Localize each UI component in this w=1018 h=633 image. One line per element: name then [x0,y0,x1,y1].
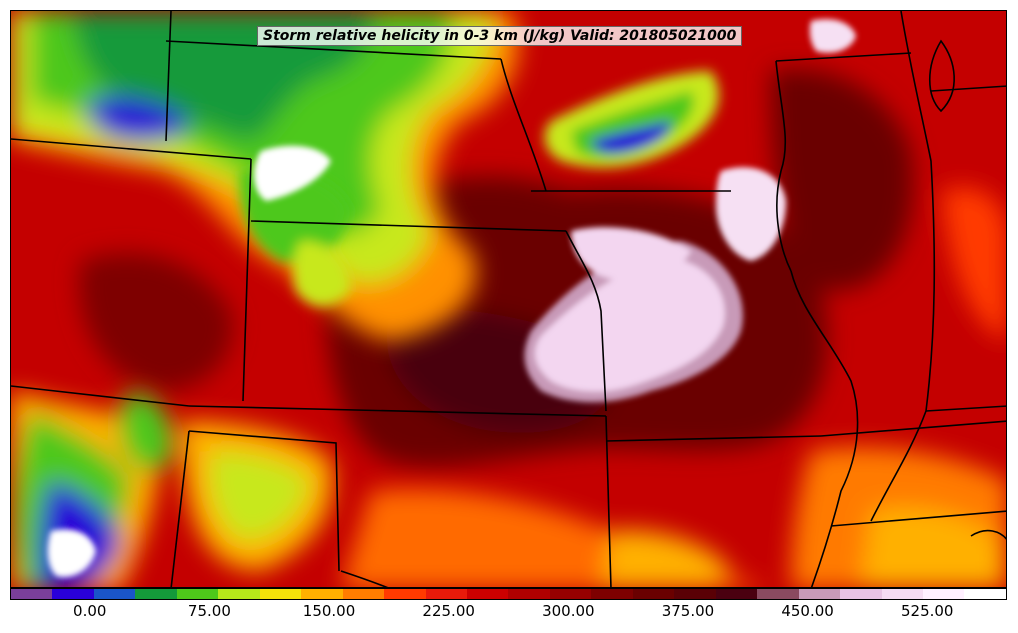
colorbar-swatch [674,589,716,599]
colorbar-tick-label: 150.00 [302,602,356,620]
colorbar-swatch [93,589,136,599]
colorbar-swatch [757,589,799,599]
map-title: Storm relative helicity in 0-3 km (J/kg)… [257,26,743,46]
colorbar-swatch [342,589,385,599]
state-boundaries [11,11,1006,587]
colorbar-swatch [11,589,53,599]
colorbar-swatch [508,589,550,599]
colorbar-tick-label: 525.00 [900,602,954,620]
colorbar-tick-label: 300.00 [542,602,595,620]
colorbar-swatch [964,589,1006,599]
colorbar-tick-label: 0.00 [73,602,107,620]
colorbar-swatch [881,589,923,599]
colorbar-swatch [798,589,841,599]
colorbar-swatch [384,589,426,599]
colorbar-swatch [715,589,758,599]
colorbar-swatch [176,589,219,599]
colorbar-swatch [591,589,633,599]
colorbar-swatch [425,589,467,599]
colorbar-swatch [218,589,260,599]
colorbar-swatch [135,589,177,599]
colorbar [10,588,1007,600]
field-south [341,187,1006,587]
colorbar-swatch [632,589,675,599]
field-high-helicity [47,19,856,578]
colorbar-tick-label: 375.00 [661,602,715,620]
helicity-field [11,11,1006,587]
colorbar-swatch [922,589,965,599]
colorbar-tick-label: 75.00 [187,602,231,620]
colorbar-swatch [52,589,94,599]
colorbar-tick-label: 225.00 [422,602,475,620]
colorbar-swatch [301,589,343,599]
colorbar-swatch [259,589,302,599]
colorbar-ticks: 0.00 75.00 150.00 225.00 300.00 375.00 450.00 5… [10,602,1007,626]
colorbar-swatch [549,589,592,599]
colorbar-tick-label: 450.00 [781,602,834,620]
colorbar-swatch [840,589,882,599]
helicity-map: Storm relative helicity in 0-3 km (J/kg)… [10,10,1007,588]
colorbar-swatch [466,589,509,599]
